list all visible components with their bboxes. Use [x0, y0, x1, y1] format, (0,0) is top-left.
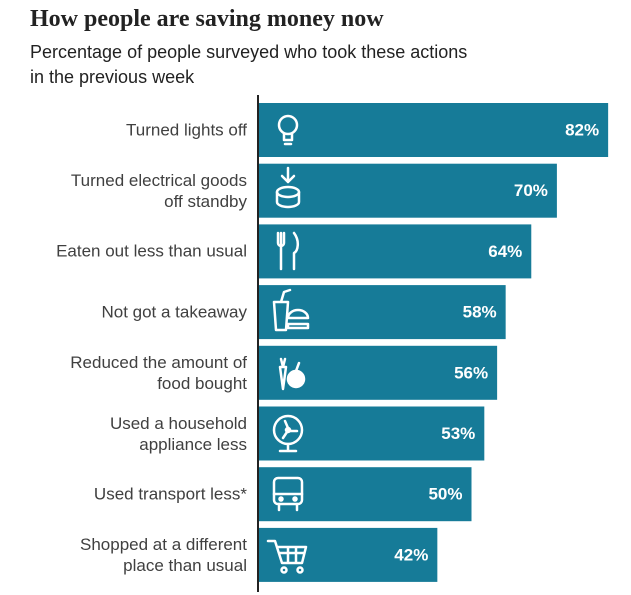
bar: [258, 224, 532, 279]
chart-title: How people are saving money now: [30, 6, 384, 32]
value-label: 58%: [463, 303, 497, 322]
category-label: Turned electrical goods off standby: [70, 170, 247, 211]
value-label: 53%: [441, 424, 475, 443]
category-label: Eaten out less than usual: [56, 241, 247, 261]
category-label: Turned lights off: [126, 120, 247, 140]
value-label: 70%: [514, 181, 548, 200]
bar: [258, 163, 557, 218]
category-label: Shopped at a different place than usual: [80, 534, 247, 575]
category-label: Used a household appliance less: [109, 413, 247, 454]
icons: [266, 114, 310, 574]
value-label: 42%: [394, 545, 428, 564]
category-label: Reduced the amount of food bought: [70, 352, 247, 393]
bar: [258, 103, 609, 157]
chart-subtitle: Percentage of people surveyed who took t…: [30, 42, 468, 87]
category-label: Not got a takeaway: [101, 302, 247, 322]
value-label: 50%: [428, 485, 462, 504]
value-label: 82%: [565, 120, 599, 139]
value-label: 56%: [454, 363, 488, 382]
value-label: 64%: [488, 242, 522, 261]
bar: [258, 285, 506, 340]
category-label: Used transport less*: [93, 484, 247, 504]
